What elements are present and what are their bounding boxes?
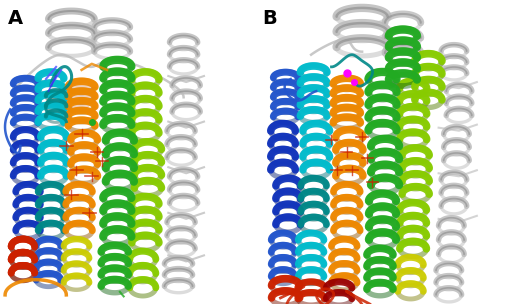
- Text: A: A: [8, 9, 23, 28]
- Text: B: B: [262, 9, 277, 28]
- Polygon shape: [46, 82, 97, 112]
